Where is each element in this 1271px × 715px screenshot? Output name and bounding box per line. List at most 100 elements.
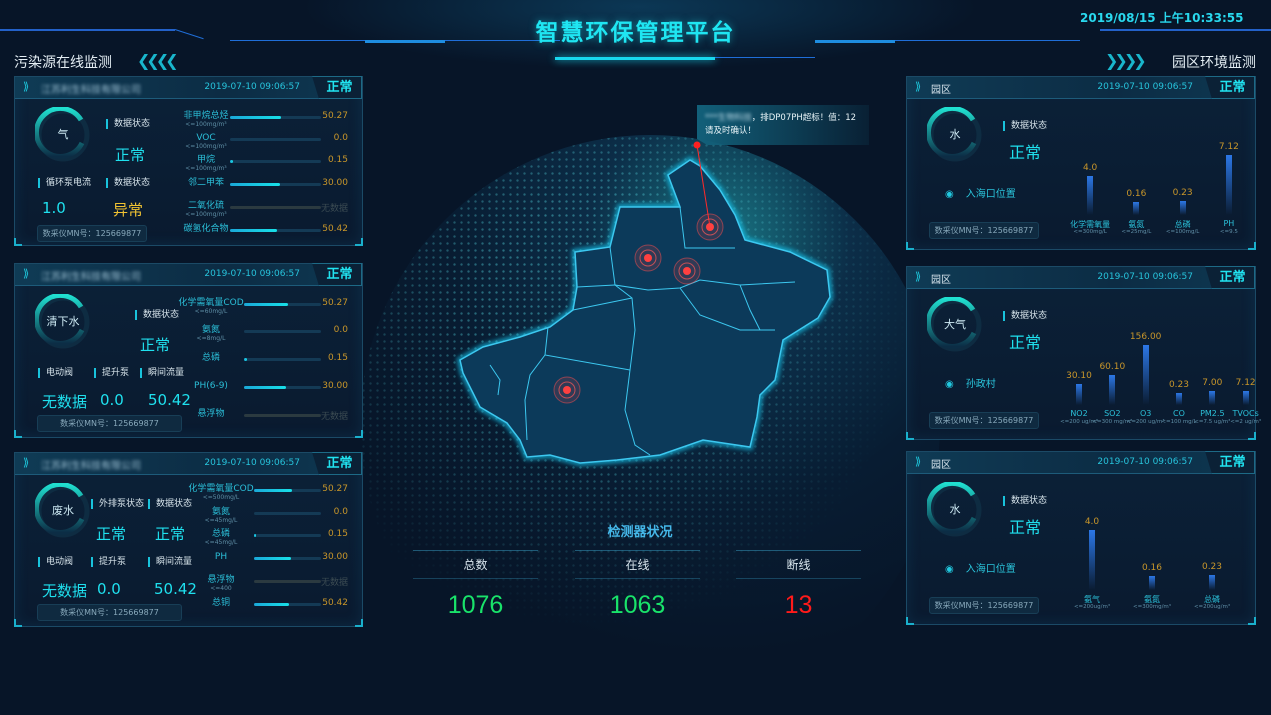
bar-column: 7.12 PH <=9.5 <box>1207 137 1251 247</box>
panel-time: 2019-07-10 09:06:57 <box>204 458 300 468</box>
metric-name: 非甲烷总烃 <=100mg/m³ <box>161 111 251 129</box>
location-pin-icon: ◉ <box>945 189 954 200</box>
bar-limit: <=100 mg/L <box>1161 419 1197 425</box>
metric-value: 0.0 <box>333 325 348 335</box>
bar-limit: <=300 mg/m³ <box>1092 419 1133 425</box>
map-outline-glow <box>456 156 834 467</box>
pollution-panel: ⟫ 江苏利生科技有限公司 2019-07-10 09:06:57 正常气数据状态 正常循… <box>14 76 363 246</box>
bar-column: 156.00 O3 <=200 ug/m³ <box>1124 327 1165 437</box>
alert-source: ***生物科技 <box>705 113 752 123</box>
status-tab[interactable]: 正常 <box>312 452 362 475</box>
status-tab[interactable]: 正常 <box>1205 451 1255 474</box>
metric-name: 化学需氧量COD <=60mg/L <box>166 298 256 316</box>
panel-time: 2019-07-10 09:06:57 <box>1097 82 1193 92</box>
panel-time: 2019-07-10 09:06:57 <box>204 269 300 279</box>
bar-name: NO2 <box>1070 409 1088 418</box>
metric-name-text: 氨氮 <box>211 507 230 517</box>
gauge: 废水 <box>33 481 91 539</box>
detector-total-value: 1076 <box>447 591 504 619</box>
metric-limit: <=500mg/L <box>202 494 240 501</box>
header-line <box>715 57 815 58</box>
location[interactable]: ◉ 入海口位置 <box>945 560 1016 575</box>
location[interactable]: ◉ 入海口位置 <box>945 185 1016 200</box>
metric-bar-fill <box>230 116 281 119</box>
metric-value: 0.15 <box>327 353 348 363</box>
kv-value: 无数据 <box>42 582 88 600</box>
metric-value: 0.15 <box>327 155 348 165</box>
metric-bar-fill <box>244 386 287 389</box>
corner-decoration <box>906 242 914 250</box>
status-tab[interactable]: 正常 <box>1205 266 1255 289</box>
mn-number: 数采仪MN号：125669877 <box>37 604 182 621</box>
bar-name: O3 <box>1139 409 1152 418</box>
detector-total: 总数 1076 <box>413 550 538 620</box>
metric-value: 无数据 <box>320 578 348 588</box>
kv-value: 50.42 <box>148 391 191 409</box>
bar-value: 7.12 <box>1235 378 1256 388</box>
bar-name: PM2.5 <box>1200 409 1225 418</box>
kv-value: 正常 <box>115 146 146 164</box>
section-title-right: 园区环境监测 <box>1172 55 1256 71</box>
monitor-hotspot[interactable] <box>673 257 701 285</box>
environment-panel: ⟫ 园区 2019-07-10 09:06:57 正常水数据状态 正常 ◉ 入海口位置 数采仪… <box>906 451 1256 625</box>
monitor-hotspot[interactable] <box>553 376 581 404</box>
bar <box>1087 176 1094 215</box>
bar-value: 30.10 <box>1066 371 1092 381</box>
panel-time: 2019-07-10 09:06:57 <box>1097 457 1193 467</box>
metric-bar-fill <box>230 229 278 232</box>
detector-online: 在线 1063 <box>575 550 700 620</box>
kv-value: 正常 <box>1009 518 1042 537</box>
metric-limit: <=60mg/L <box>194 308 228 315</box>
kv-value: 50.42 <box>154 580 197 598</box>
alert-tooltip[interactable]: ***生物科技，排DP07PH超标！值：12 请及时确认！ <box>697 105 869 145</box>
metric-bar <box>254 534 321 537</box>
page-title: 智慧环保管理平台 <box>535 20 736 46</box>
location[interactable]: ◉ 孙政村 <box>945 375 996 390</box>
metric-bar <box>244 414 321 417</box>
metric-name-text: 总铜 <box>211 598 230 608</box>
metric-bar <box>254 512 321 515</box>
bar-value: 0.23 <box>1201 562 1223 572</box>
kv-label: 瞬间流量 <box>148 557 192 567</box>
bar-limit: <=200 ug/m³ <box>1126 419 1165 425</box>
kv-label: 数据状态 <box>148 499 192 509</box>
metric-name: 悬浮物 <=400 <box>176 575 266 593</box>
bar-name: TVOCs <box>1232 409 1259 418</box>
monitor-hotspot[interactable] <box>634 244 662 272</box>
bar-value: 7.00 <box>1202 378 1223 388</box>
chevrons-left-icon: ❮❮❮❮ <box>137 51 179 70</box>
metric-name-text: 氨氮 <box>201 325 220 335</box>
corner-decoration <box>14 619 22 627</box>
gauge-label: 水 <box>949 128 961 141</box>
metric-bar <box>244 330 321 333</box>
metric-bar <box>230 229 321 232</box>
metric-value: 无数据 <box>320 412 348 422</box>
status-tab[interactable]: 正常 <box>1205 76 1255 99</box>
bar-name: 氨氮 <box>1128 220 1145 229</box>
bar <box>1109 375 1116 405</box>
bar-column: 4.0 化学需氧量 <=300mg/L <box>1068 137 1112 247</box>
metric-name: 甲烷 <=100mg/m³ <box>161 155 251 173</box>
bar-limit: <=7.5 ug/m³ <box>1194 419 1231 425</box>
metric-name-text: 化学需氧量COD <box>178 298 244 308</box>
detector-total-label: 总数 <box>413 550 538 579</box>
corner-decoration <box>906 432 914 440</box>
bar-column: 0.16 氨氮 <=300mg/m³ <box>1130 512 1174 622</box>
detector-online-label: 在线 <box>575 550 700 579</box>
logo-chevron-icon: ⟫ <box>23 267 30 280</box>
detector-title: 检测器状况 <box>607 525 673 540</box>
logo-chevron-icon: ⟫ <box>23 456 30 469</box>
environment-panel: ⟫ 园区 2019-07-10 09:06:57 正常水数据状态 正常 ◉ 入海口位置 数采仪… <box>906 76 1256 250</box>
metric-name-text: 悬浮物 <box>197 409 225 419</box>
metric-name-text: 总磷 <box>211 529 230 539</box>
datetime: 2019/08/15 上午10:33:55 <box>1080 11 1244 25</box>
metric-name-text: PH(6-9) <box>194 381 228 391</box>
status-tab[interactable]: 正常 <box>312 263 362 286</box>
monitor-hotspot[interactable] <box>696 213 724 241</box>
status-tab[interactable]: 正常 <box>312 76 362 99</box>
metric-value: 50.42 <box>322 224 348 234</box>
bar-limit: <=25mg/L <box>1121 229 1152 235</box>
panel-title: 园区 <box>931 85 951 96</box>
bar-name: 总磷 <box>1174 220 1191 229</box>
kv-label: 数据状态 <box>106 178 150 188</box>
